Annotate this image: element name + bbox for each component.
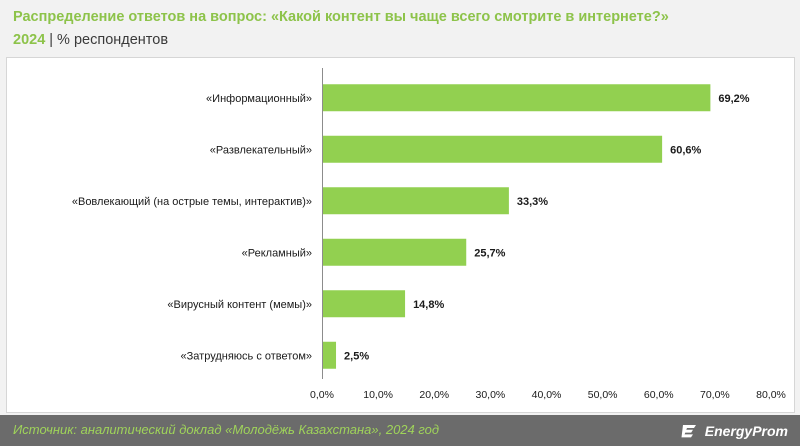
bar bbox=[322, 135, 663, 163]
footer-bar: Источник: аналитический доклад «Молодёжь… bbox=[0, 415, 800, 446]
bar bbox=[322, 238, 467, 266]
x-tick-label: 70,0% bbox=[700, 389, 730, 401]
bar-chart: «Информационный» 69,2% «Развлекательный» 60… bbox=[72, 68, 786, 401]
x-tick-label: 50,0% bbox=[588, 389, 618, 401]
value-label: 69,2% bbox=[718, 93, 749, 105]
category-label: «Рекламный» bbox=[242, 247, 312, 259]
bar bbox=[322, 341, 337, 369]
value-label: 25,7% bbox=[474, 247, 505, 259]
bar bbox=[322, 187, 509, 215]
x-tick-label: 60,0% bbox=[644, 389, 674, 401]
value-label: 2,5% bbox=[344, 350, 369, 362]
chart-title: Распределение ответов на вопрос: «Какой … bbox=[13, 9, 669, 25]
chart-year: 2024 bbox=[13, 32, 46, 48]
subtitle-separator: | bbox=[49, 32, 54, 48]
x-tick-label: 20,0% bbox=[419, 389, 449, 401]
x-tick-label: 40,0% bbox=[532, 389, 562, 401]
value-label: 14,8% bbox=[413, 299, 444, 311]
x-tick-label: 0,0% bbox=[310, 389, 334, 401]
bar bbox=[322, 290, 406, 318]
bar bbox=[322, 84, 711, 112]
energyprom-logo-icon bbox=[681, 425, 696, 438]
brand-logo: EnergyProm bbox=[680, 420, 788, 442]
chart-unit: % респондентов bbox=[57, 32, 169, 48]
chart-subtitle: 2024 |% респондентов bbox=[13, 31, 168, 50]
category-label: «Затрудняюсь с ответом» bbox=[181, 350, 312, 362]
value-label: 33,3% bbox=[517, 196, 548, 208]
value-label: 60,6% bbox=[670, 144, 701, 156]
x-tick-label: 30,0% bbox=[475, 389, 505, 401]
x-tick-label: 80,0% bbox=[756, 389, 786, 401]
category-label: «Вирусный контент (мемы)» bbox=[167, 299, 312, 311]
category-label: «Развлекательный» bbox=[210, 144, 312, 156]
source-note: Источник: аналитический доклад «Молодёжь… bbox=[13, 422, 440, 437]
logo-text: EnergyProm bbox=[704, 423, 788, 439]
category-label: «Вовлекающий (на острые темы, интерактив… bbox=[72, 196, 312, 208]
chart-panel: «Информационный» 69,2% «Развлекательный» 60… bbox=[6, 57, 795, 413]
category-label: «Информационный» bbox=[206, 93, 312, 105]
x-tick-label: 10,0% bbox=[363, 389, 393, 401]
